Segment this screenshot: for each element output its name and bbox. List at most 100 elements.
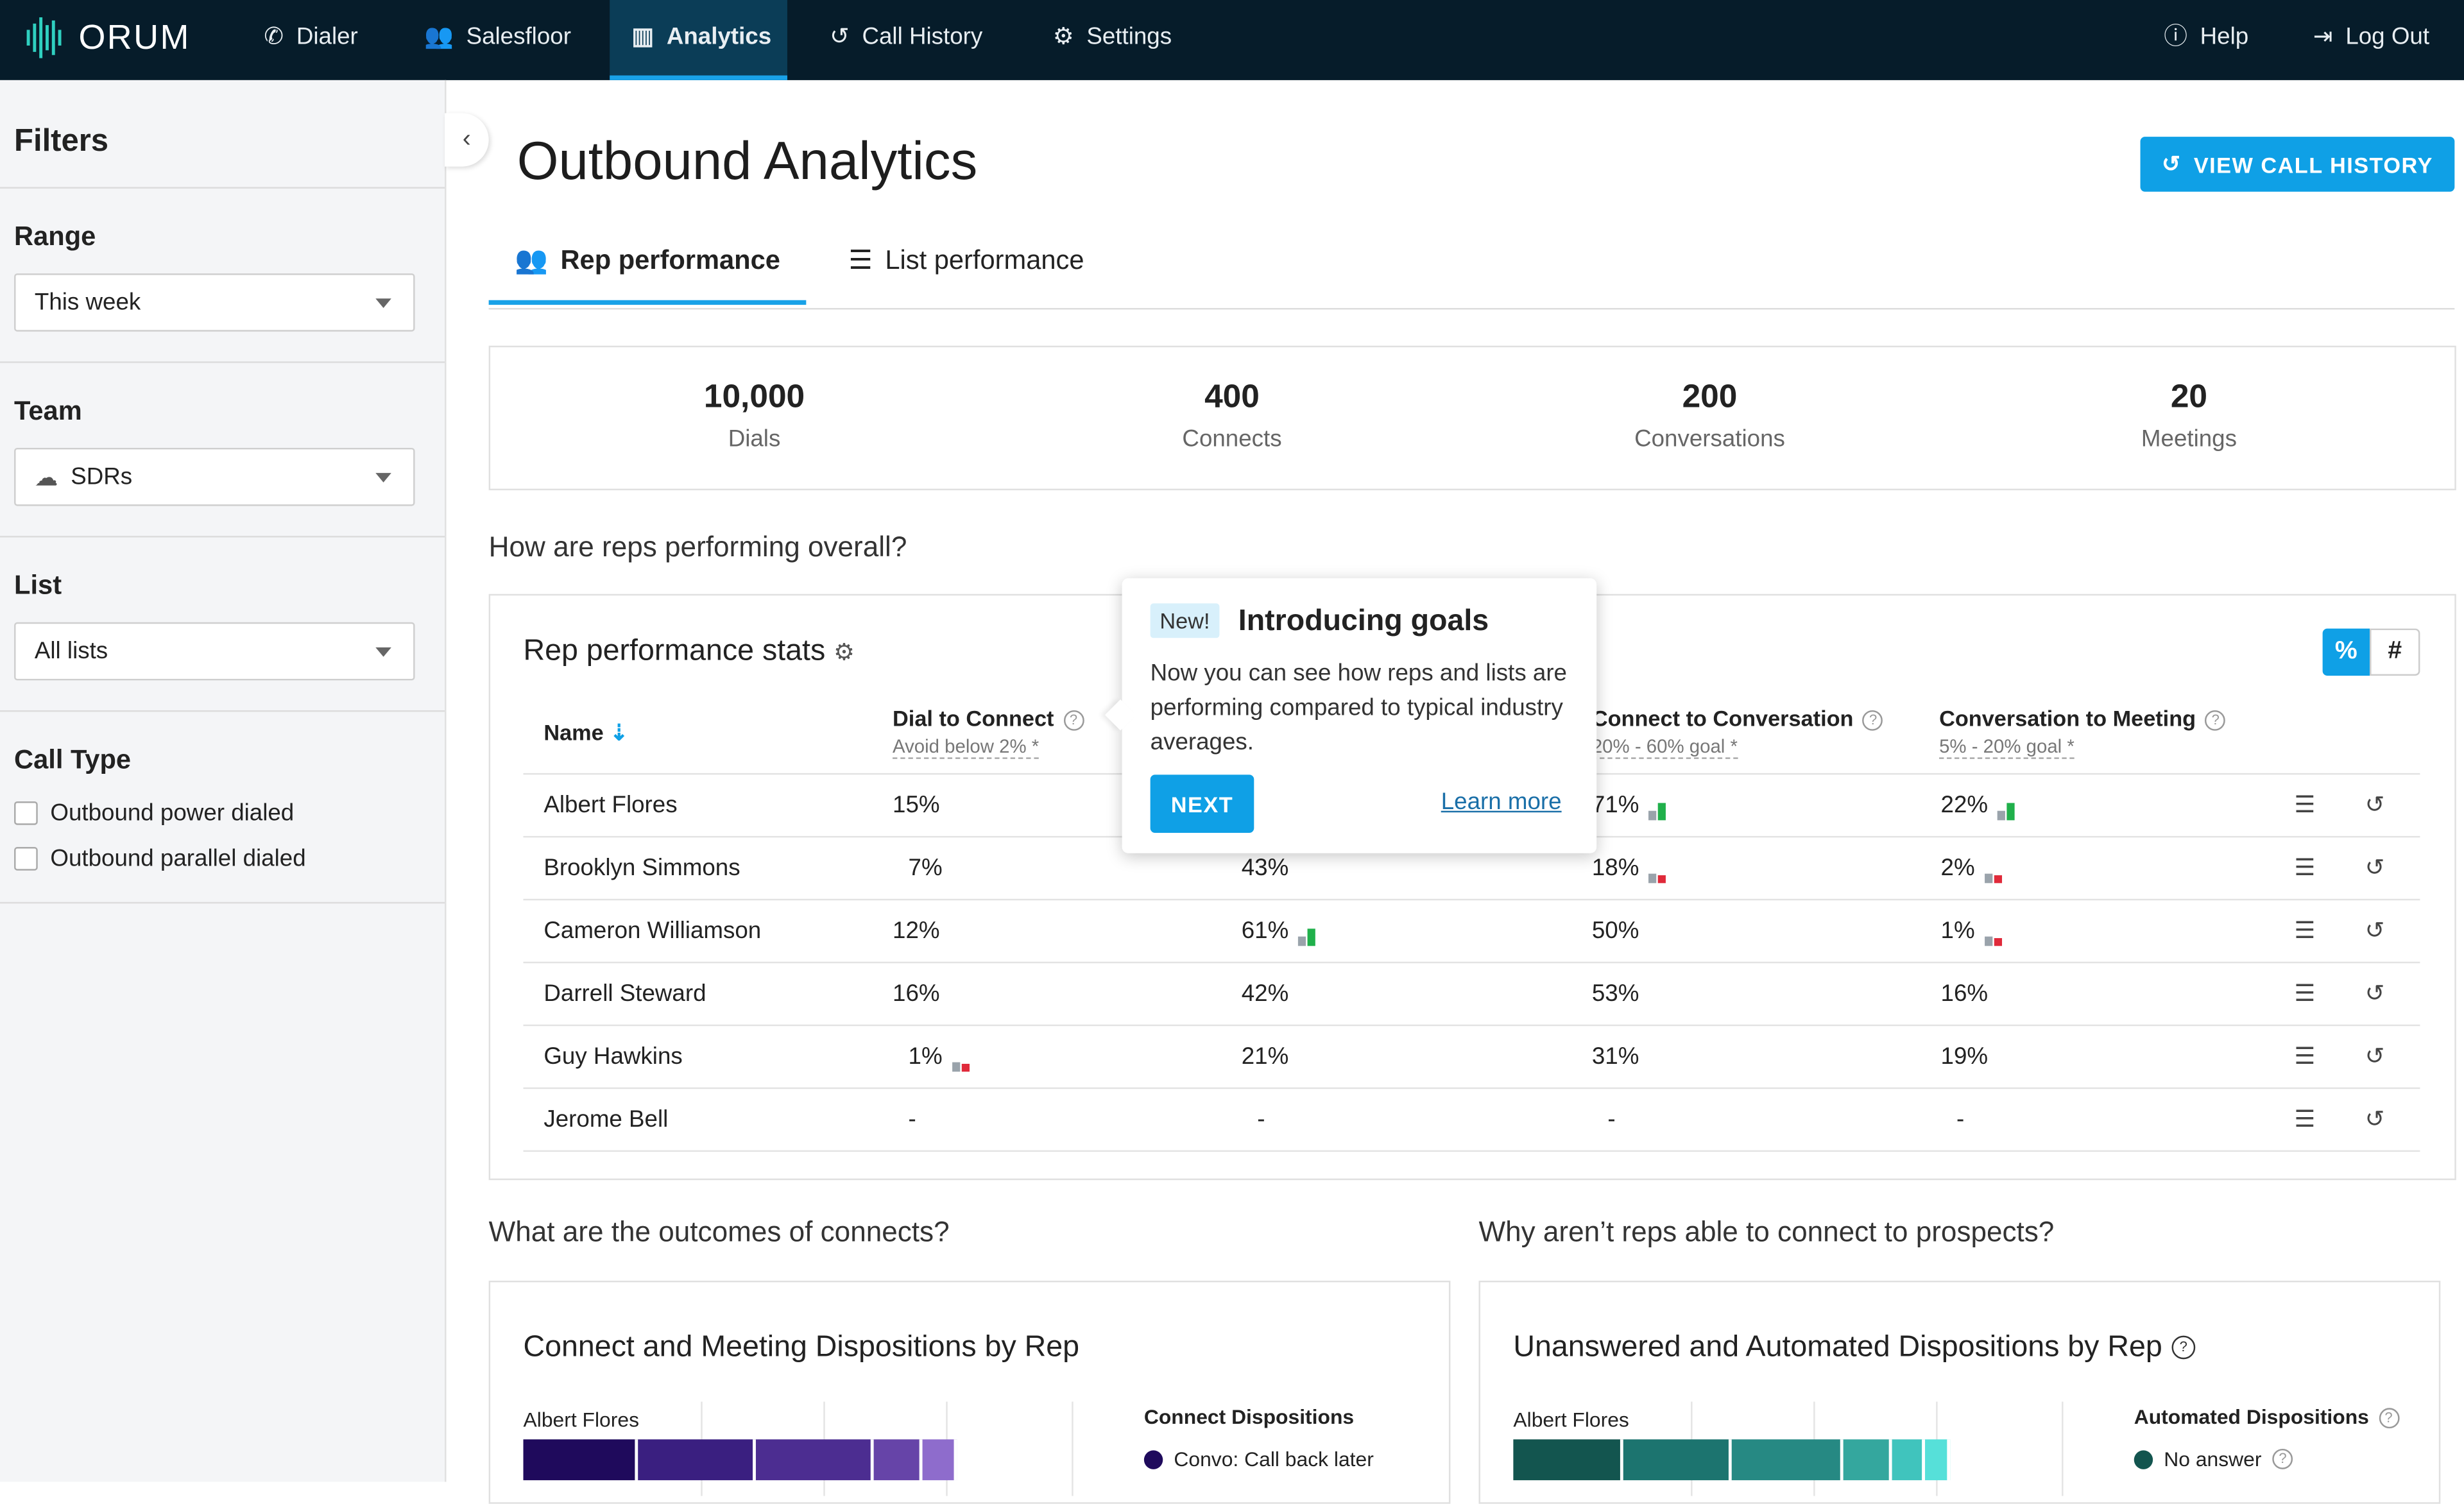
nav-label: Analytics xyxy=(666,23,772,51)
collapse-sidebar-button[interactable]: ‹ xyxy=(445,113,489,167)
legend-item[interactable]: Convo: Call back later xyxy=(1143,1447,1374,1471)
nav-salesfloor[interactable]: 👥 Salesfloor xyxy=(424,0,571,76)
stat-label: Dials xyxy=(728,425,781,453)
range-select[interactable]: This week xyxy=(14,273,415,332)
tab-rep-performance[interactable]: 👥 Rep performance xyxy=(488,235,807,305)
header-label: Connect to Conversation xyxy=(1591,705,1854,731)
above-goal-indicator xyxy=(1997,793,2016,820)
team-select[interactable]: ☁ SDRs xyxy=(14,447,415,506)
nav-call-history[interactable]: ↺ Call History xyxy=(830,0,982,76)
rate-cell: 31% xyxy=(1592,1043,1639,1070)
nav-dialer[interactable]: ✆ Dialer xyxy=(264,0,357,76)
gridline xyxy=(2062,1401,2064,1496)
bar-segment[interactable] xyxy=(523,1439,638,1480)
popover-title: Introducing goals xyxy=(1238,604,1489,638)
help-icon[interactable]: ? xyxy=(2205,710,2226,731)
chart-title: Connect and Meeting Dispositions by Rep xyxy=(523,1331,1080,1364)
checkbox[interactable] xyxy=(14,847,38,871)
help-icon[interactable]: ? xyxy=(1863,710,1884,731)
rate-value: 22% xyxy=(1940,792,1989,819)
list-icon[interactable]: ☰ xyxy=(2294,1043,2316,1070)
filters-title: Filters xyxy=(14,124,109,159)
rate-cell: - xyxy=(1257,1106,1265,1133)
goal-label[interactable]: 20% - 60% goal * xyxy=(1591,735,1738,759)
percent-toggle[interactable]: % xyxy=(2322,628,2370,676)
rate-cell: 2% xyxy=(1940,855,2003,883)
bar-segment[interactable] xyxy=(1731,1439,1844,1480)
divider xyxy=(0,187,445,189)
help-icon[interactable]: ? xyxy=(2378,1408,2399,1429)
below-goal-indicator xyxy=(952,1044,970,1072)
calltype-power-checkbox[interactable]: Outbound power dialed xyxy=(14,800,294,826)
list-icon[interactable]: ☰ xyxy=(2294,1106,2316,1133)
logo[interactable]: ORUM xyxy=(25,14,191,61)
divider xyxy=(0,361,445,363)
bar-segment[interactable] xyxy=(1925,1439,1951,1480)
list-icon[interactable]: ☰ xyxy=(2294,980,2316,1007)
view-call-history-button[interactable]: ↺ VIEW CALL HISTORY xyxy=(2140,137,2455,192)
history-icon[interactable]: ↺ xyxy=(2365,980,2385,1007)
bar-segment[interactable] xyxy=(1892,1439,1926,1480)
bar-segment[interactable] xyxy=(873,1439,923,1480)
rate-value: 53% xyxy=(1591,980,1639,1007)
rate-value: 42% xyxy=(1241,980,1289,1007)
rep-name: Cameron Williamson xyxy=(543,918,762,944)
history-icon[interactable]: ↺ xyxy=(2365,1043,2385,1070)
list-select[interactable]: All lists xyxy=(14,622,415,681)
bar-segment[interactable] xyxy=(638,1439,756,1480)
gear-icon[interactable]: ⚙ xyxy=(834,639,855,667)
goal-label[interactable]: Avoid below 2% * xyxy=(893,735,1040,759)
history-icon[interactable]: ↺ xyxy=(2365,855,2385,882)
table-row: Cameron Williamson 12% 61% 50% 1% ☰ ↺ xyxy=(523,898,2420,963)
nav-analytics[interactable]: ▥ Analytics xyxy=(610,0,787,80)
stacked-bar xyxy=(523,1439,979,1480)
divider xyxy=(0,710,445,712)
help-link[interactable]: ⓘ Help xyxy=(2164,0,2248,76)
tab-list-performance[interactable]: ☰ List performance xyxy=(848,245,1084,277)
bar-segment[interactable] xyxy=(1843,1439,1892,1480)
legend-item[interactable]: No answer? xyxy=(2134,1448,2293,1471)
below-goal-indicator xyxy=(1648,856,1667,883)
brand-name: ORUM xyxy=(78,17,191,57)
users-icon: 👥 xyxy=(515,245,548,275)
history-icon[interactable]: ↺ xyxy=(2365,1106,2385,1133)
learn-more-link[interactable]: Learn more xyxy=(1441,789,1562,816)
bar-segment[interactable] xyxy=(922,1439,957,1480)
bar-segment[interactable] xyxy=(1513,1439,1623,1480)
rate-cell: 61% xyxy=(1242,918,1317,946)
history-icon[interactable]: ↺ xyxy=(2365,918,2385,944)
table-row: Darrell Steward 16% 42% 53% 16% ☰ ↺ xyxy=(523,961,2420,1026)
page-title: Outbound Analytics xyxy=(517,132,978,192)
rate-value: 7% xyxy=(908,855,943,882)
bar-segment[interactable] xyxy=(1623,1439,1732,1480)
legend-label: Convo: Call back later xyxy=(1174,1447,1374,1471)
logout-icon: ⇥ xyxy=(2313,23,2333,51)
logout-link[interactable]: ⇥ Log Out xyxy=(2313,0,2429,76)
header-label: Dial to Connect xyxy=(893,705,1054,731)
rep-name: Guy Hawkins xyxy=(543,1043,683,1070)
list-icon[interactable]: ☰ xyxy=(2294,855,2316,882)
calltype-parallel-checkbox[interactable]: Outbound parallel dialed xyxy=(14,846,306,872)
sort-icon[interactable]: ⇣ xyxy=(610,719,629,745)
nav-label: Dialer xyxy=(296,23,358,51)
help-icon[interactable]: ? xyxy=(1063,710,1084,731)
nav-settings[interactable]: ⚙ Settings xyxy=(1053,0,1172,76)
button-label: VIEW CALL HISTORY xyxy=(2193,151,2433,177)
checkbox[interactable] xyxy=(14,801,38,825)
connect-dispositions-card: Connect and Meeting Dispositions by Rep … xyxy=(488,1280,1451,1504)
next-button[interactable]: NEXT xyxy=(1150,774,1254,833)
help-icon[interactable]: ? xyxy=(2171,1336,2196,1360)
rate-cell: 21% xyxy=(1242,1043,1289,1070)
help-icon[interactable]: ? xyxy=(2272,1448,2293,1469)
col-name[interactable]: Name ⇣ xyxy=(543,720,628,747)
rate-value: 2% xyxy=(1940,855,1975,882)
count-toggle[interactable]: # xyxy=(2370,628,2420,676)
list-icon[interactable]: ☰ xyxy=(2294,918,2316,944)
bar-segment[interactable] xyxy=(755,1439,874,1480)
rate-value: - xyxy=(1956,1106,1965,1133)
list-icon[interactable]: ☰ xyxy=(2294,792,2316,819)
history-icon[interactable]: ↺ xyxy=(2365,792,2385,819)
goal-label[interactable]: 5% - 20% goal * xyxy=(1939,735,2075,759)
header-label: Conversation to Meeting xyxy=(1939,705,2196,731)
range-value: This week xyxy=(34,289,141,316)
